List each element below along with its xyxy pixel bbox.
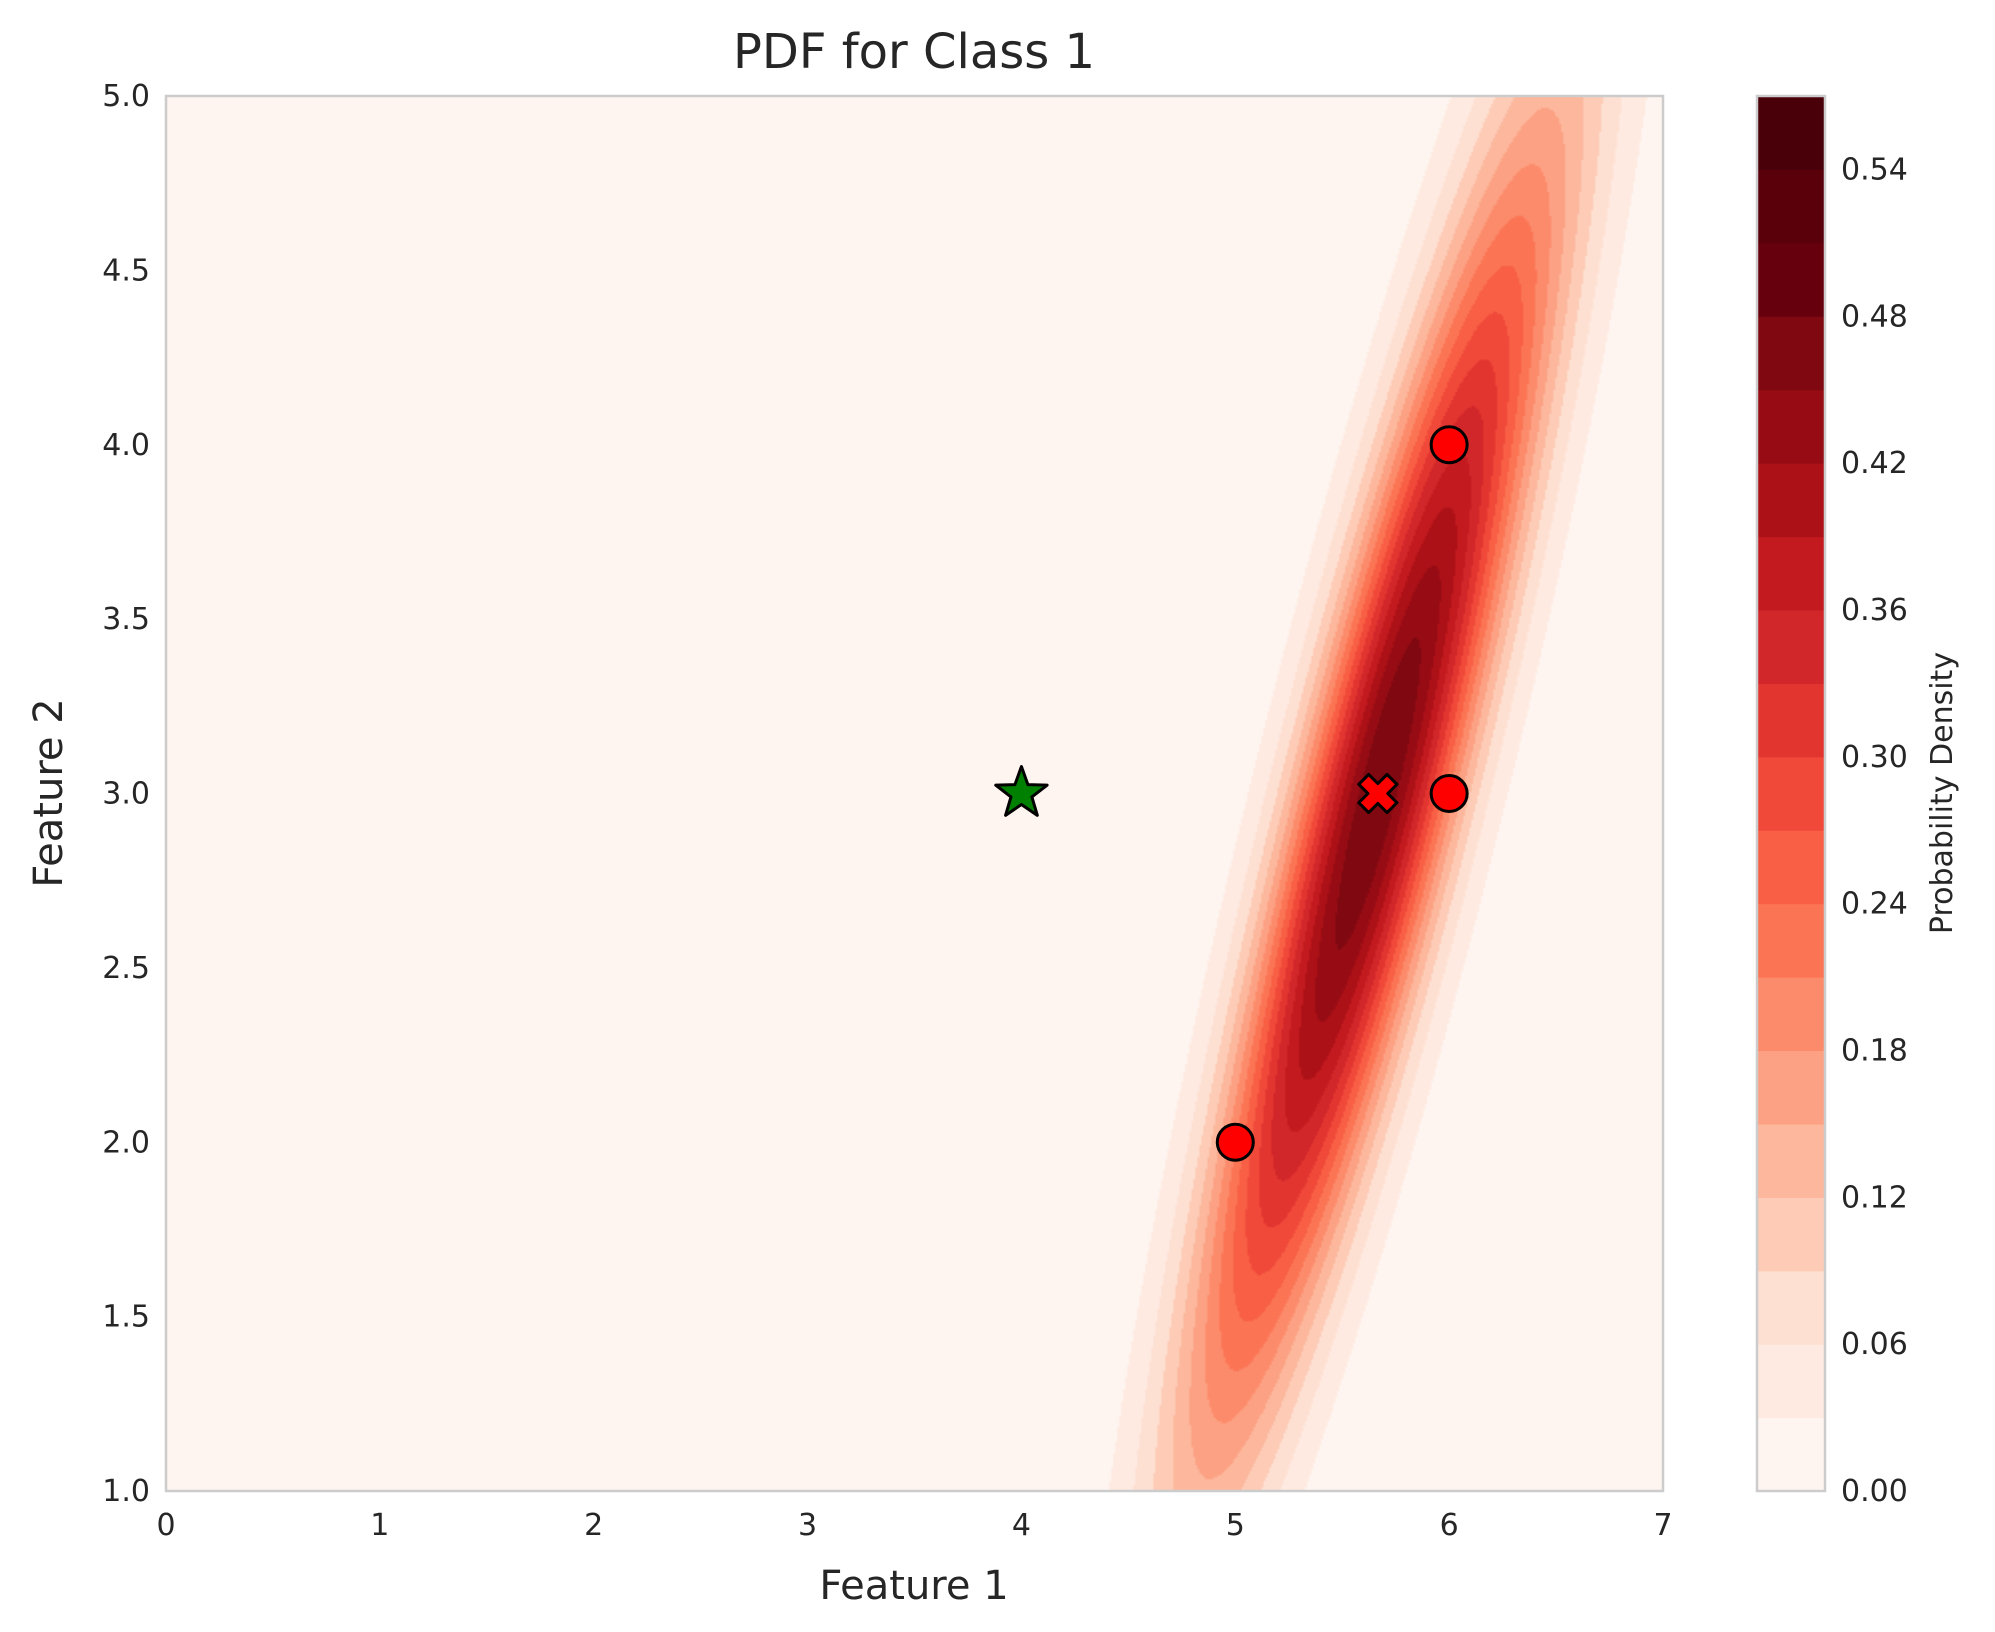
colorbar-band — [1757, 389, 1825, 464]
x-tick-label: 6 — [1440, 1508, 1459, 1543]
colorbar-band — [1757, 1344, 1825, 1419]
x-axis-label: Feature 1 — [819, 1563, 1008, 1609]
y-tick-label: 4.5 — [102, 253, 150, 288]
colorbar-band — [1757, 96, 1825, 171]
y-tick-label: 1.5 — [102, 1300, 150, 1335]
colorbar-tick-label: 0.36 — [1841, 593, 1908, 628]
plot-frame — [164, 94, 1665, 1493]
y-tick-label: 2.0 — [102, 1125, 150, 1160]
y-tick-label: 3.0 — [102, 777, 150, 812]
mean-x-marker-3 — [1357, 772, 1399, 815]
y-tick-label: 3.5 — [102, 602, 150, 637]
y-tick-label: 4.0 — [102, 428, 150, 463]
colorbar-band — [1757, 463, 1825, 538]
colorbar-tick-label: 0.06 — [1841, 1327, 1908, 1362]
colorbar-tick-label: 0.30 — [1841, 740, 1908, 775]
colorbar-tick-label: 0.24 — [1841, 887, 1908, 922]
plot-area — [164, 94, 1665, 1493]
colorbar-band — [1757, 756, 1825, 831]
colorbar-frame — [1755, 94, 1827, 1493]
colorbar-band — [1757, 609, 1825, 684]
colorbar-band — [1757, 1050, 1825, 1125]
y-tick-label: 1.0 — [102, 1474, 150, 1509]
colorbar-band — [1757, 683, 1825, 758]
chart-title: PDF for Class 1 — [733, 24, 1095, 80]
colorbar-tick-label: 0.42 — [1841, 446, 1908, 481]
y-tick-label: 5.0 — [102, 79, 150, 114]
colorbar-band — [1757, 1270, 1825, 1345]
x-tick-label: 0 — [156, 1508, 175, 1543]
colorbar-band — [1757, 830, 1825, 905]
colorbar: 0.00 0.06 0.12 0.18 0.24 0.30 0.36 0.42 0.48 0.54… — [1755, 94, 1960, 1509]
colorbar-bands — [1757, 96, 1825, 1492]
y-axis-label: Feature 2 — [26, 698, 72, 887]
colorbar-tick-label: 0.18 — [1841, 1033, 1908, 1068]
y-tick-label: 2.5 — [102, 951, 150, 986]
colorbar-tick-label: 0.48 — [1841, 299, 1908, 334]
colorbar-band — [1757, 169, 1825, 244]
colorbar-band — [1757, 242, 1825, 317]
mean-x-shape — [1357, 772, 1399, 815]
data-point-1 — [1429, 774, 1469, 813]
data-point-0 — [1215, 1122, 1255, 1162]
density-heatmap — [166, 96, 1663, 1491]
x-tick-label: 4 — [1012, 1508, 1031, 1543]
x-tick-label: 3 — [798, 1508, 817, 1543]
star-point-4 — [994, 765, 1049, 817]
colorbar-band — [1757, 977, 1825, 1052]
data-markers — [994, 425, 1469, 1162]
colorbar-tick-label: 0.54 — [1841, 152, 1908, 187]
x-tick-label: 7 — [1653, 1508, 1672, 1543]
data-point-2 — [1429, 425, 1469, 465]
x-axis-ticks: 0 1 2 3 4 5 6 7 — [156, 1508, 1672, 1543]
colorbar-ticks: 0.00 0.06 0.12 0.18 0.24 0.30 0.36 0.42 0.48 0.54 — [1841, 152, 1908, 1509]
colorbar-tick-label: 0.12 — [1841, 1180, 1908, 1215]
colorbar-band — [1757, 1123, 1825, 1198]
colorbar-band — [1757, 536, 1825, 611]
y-axis-ticks: 1.0 1.5 2.0 2.5 3.0 3.5 4.0 4.5 5.0 — [102, 79, 150, 1509]
colorbar-band — [1757, 1417, 1825, 1492]
x-tick-label: 1 — [370, 1508, 389, 1543]
x-tick-label: 5 — [1226, 1508, 1245, 1543]
colorbar-tick-label: 0.00 — [1841, 1474, 1908, 1509]
colorbar-band — [1757, 1197, 1825, 1272]
x-tick-label: 2 — [584, 1508, 603, 1543]
colorbar-band — [1757, 903, 1825, 978]
colorbar-band — [1757, 316, 1825, 391]
colorbar-label: Probability Density — [1925, 652, 1960, 934]
